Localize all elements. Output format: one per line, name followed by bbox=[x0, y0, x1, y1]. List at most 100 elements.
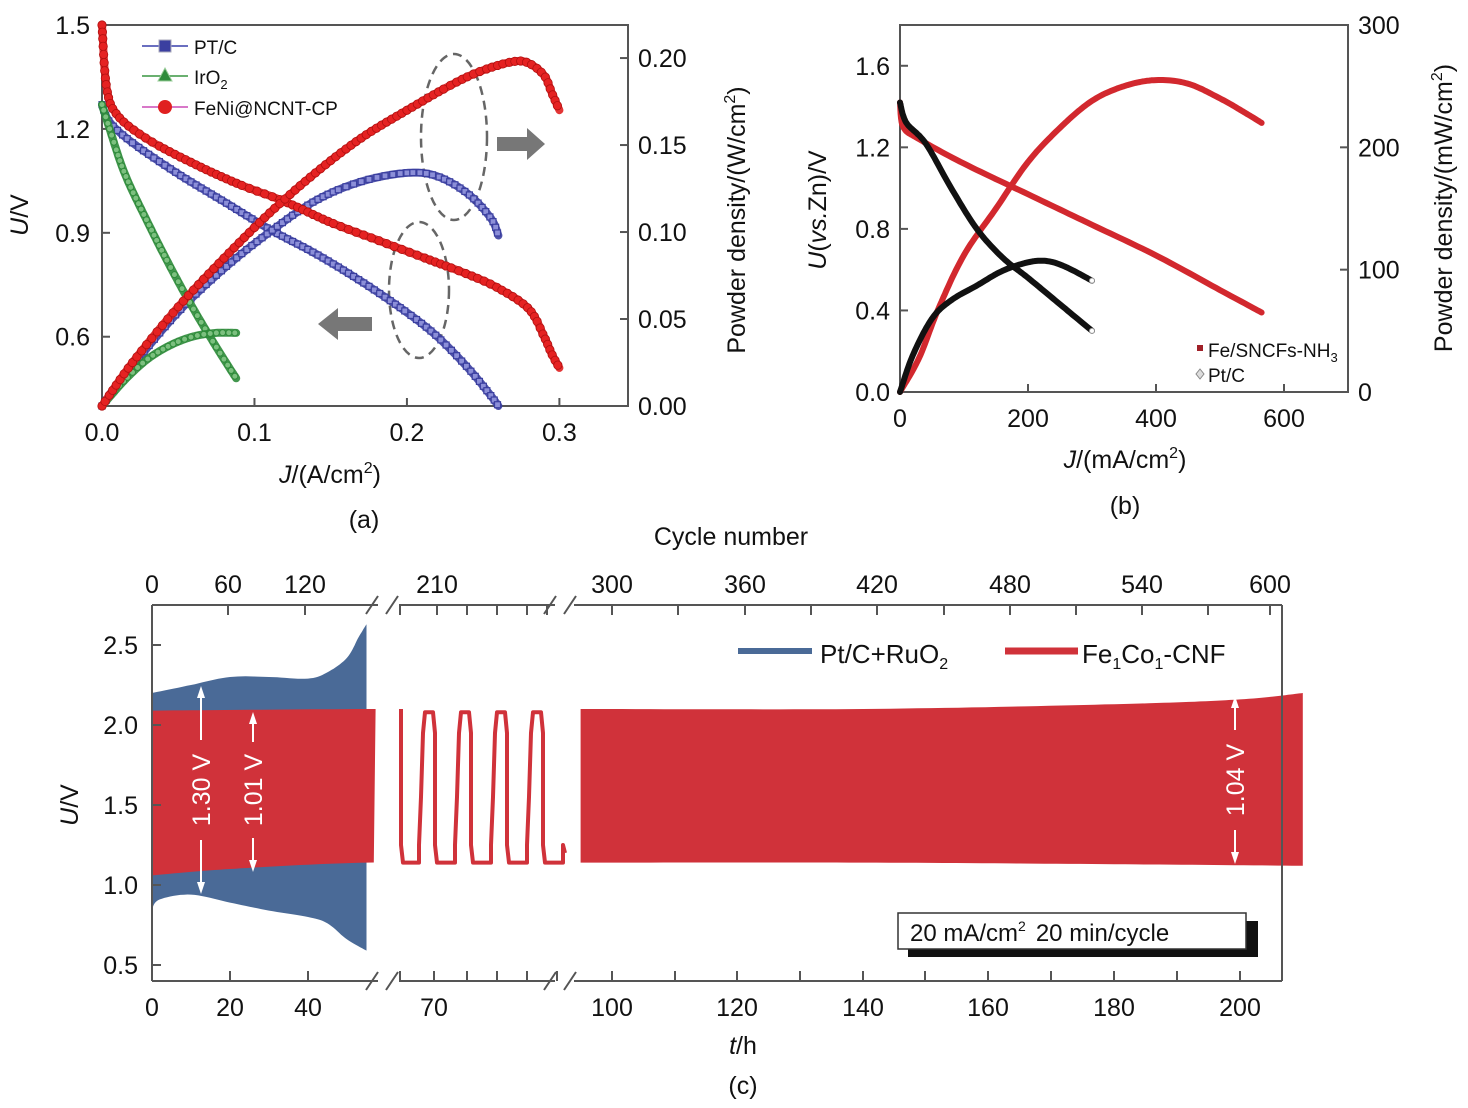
data-point bbox=[422, 323, 430, 331]
series-pt-c-polarization bbox=[98, 100, 503, 410]
data-point bbox=[216, 349, 224, 357]
data-point bbox=[217, 267, 226, 275]
data-point bbox=[147, 333, 157, 343]
panel-c-axes bbox=[151, 595, 1283, 991]
data-point bbox=[212, 343, 220, 351]
legend-item-ptc-ruo2: Pt/C+RuO2 bbox=[738, 639, 948, 673]
data-point bbox=[366, 233, 376, 243]
data-point bbox=[357, 177, 365, 186]
data-point bbox=[110, 138, 118, 146]
data-point bbox=[407, 311, 415, 320]
y2-tick-label: 0.00 bbox=[638, 393, 687, 421]
data-point bbox=[99, 49, 109, 60]
legend-label-ptc: PT/C bbox=[194, 38, 237, 59]
legend-label-feco-cnf: Fe1Co1-CNF bbox=[1082, 639, 1226, 673]
panel-b-ticks: 0 200 400 600 1.6 1.2 0.8 0.4 0.0 300 200 100 0 bbox=[855, 12, 1399, 433]
y2-tick-label: 0.15 bbox=[638, 132, 687, 160]
data-point bbox=[212, 329, 220, 337]
data-point bbox=[152, 327, 162, 337]
data-point bbox=[458, 357, 466, 365]
panel-a-chart: 0.0 0.1 0.2 0.3 1.5 1.2 0.9 0.6 0.20 0.15 0.10 0.05… bbox=[6, 12, 751, 534]
data-point bbox=[442, 341, 450, 349]
data-point bbox=[127, 183, 135, 191]
x-tick-label: 0 bbox=[893, 405, 907, 433]
panel-c-xlabel: t/h bbox=[729, 1032, 757, 1060]
data-point bbox=[163, 314, 173, 324]
data-point bbox=[147, 137, 157, 147]
axis-break-mark bbox=[385, 595, 399, 615]
data-point bbox=[238, 250, 246, 258]
data-point bbox=[106, 125, 114, 133]
data-point bbox=[108, 131, 116, 139]
x-tick-label: 200 bbox=[1219, 994, 1261, 1022]
data-point bbox=[222, 262, 231, 270]
x2-tick-label: 360 bbox=[724, 571, 766, 599]
data-point bbox=[349, 180, 358, 188]
data-point bbox=[258, 234, 266, 242]
y-tick-label: 0.9 bbox=[55, 220, 90, 248]
annotation-101v: 1.01 V bbox=[240, 754, 268, 827]
panel-a-y2label: Powder density/(W/cm2) bbox=[722, 86, 751, 353]
data-point bbox=[181, 335, 189, 343]
data-point bbox=[227, 366, 235, 374]
series-fe-sncfs-nh3-polarization bbox=[897, 99, 1265, 316]
data-point bbox=[328, 218, 338, 229]
data-point bbox=[145, 150, 153, 158]
data-point bbox=[401, 307, 409, 315]
legend-label-ptc-ruo2: Pt/C+RuO2 bbox=[820, 639, 948, 673]
x2-tick-label: 60 bbox=[214, 571, 242, 599]
data-point bbox=[267, 192, 277, 202]
data-point bbox=[137, 346, 147, 356]
feco-cnf-cycle-detail bbox=[399, 709, 567, 865]
series-end-marker bbox=[1089, 327, 1095, 334]
legend-label-feni: FeNi@NCNT-CP bbox=[194, 99, 338, 120]
data-point bbox=[381, 238, 392, 249]
data-point bbox=[189, 305, 197, 313]
data-point bbox=[132, 352, 142, 362]
data-point bbox=[231, 329, 239, 337]
data-point bbox=[170, 271, 178, 279]
data-point bbox=[243, 245, 251, 254]
data-point bbox=[376, 289, 384, 298]
x-tick-label: 160 bbox=[967, 994, 1009, 1022]
voltage-gap-arrow-130: 1.30 V bbox=[188, 686, 216, 894]
x-tick-label: 0.2 bbox=[390, 419, 425, 447]
condition-note-box: 20 mA/cm2 20 min/cycle bbox=[897, 912, 1258, 957]
data-point bbox=[231, 372, 239, 380]
data-point bbox=[167, 263, 175, 271]
axis-break-mark bbox=[563, 971, 577, 991]
data-point bbox=[98, 34, 108, 44]
y-tick-label: 2.0 bbox=[103, 712, 138, 740]
legend-item-fe-sncfs: Fe/SNCFs-NH3 bbox=[1197, 341, 1338, 365]
voltage-gap-arrow-101: 1.01 V bbox=[240, 712, 268, 872]
data-point bbox=[197, 318, 205, 326]
data-point bbox=[155, 157, 163, 166]
data-point bbox=[552, 101, 563, 111]
data-point bbox=[553, 360, 563, 370]
data-point bbox=[134, 200, 142, 208]
dashed-ellipse-polarization bbox=[387, 220, 451, 360]
panel-a-ticks: 0.0 0.1 0.2 0.3 1.5 1.2 0.9 0.6 0.20 0.15 0.10 0.05… bbox=[55, 12, 686, 447]
data-point bbox=[453, 352, 461, 360]
data-point bbox=[174, 278, 182, 286]
x-tick-label: 0 bbox=[145, 994, 159, 1022]
panel-a-legend: PT/C IrO2 FeNi@NCNT-CP bbox=[142, 38, 338, 120]
y-tick-label: 1.2 bbox=[855, 134, 890, 162]
data-point bbox=[493, 229, 502, 237]
data-point bbox=[102, 113, 110, 121]
x-tick-label: 120 bbox=[716, 994, 758, 1022]
data-point bbox=[438, 84, 449, 94]
panel-a-ylabel: U/V bbox=[6, 194, 34, 236]
x2-tick-label: 210 bbox=[416, 571, 458, 599]
data-point bbox=[128, 139, 137, 147]
panel-c-chart: Cycle number 2.52.01.51.00.50 20 40 70 100 12… bbox=[56, 523, 1303, 1100]
axis-break-mark bbox=[543, 971, 557, 991]
y2-tick-label: 0.05 bbox=[638, 306, 687, 334]
data-point bbox=[154, 348, 162, 356]
annotation-104v: 1.04 V bbox=[1222, 744, 1250, 817]
data-point bbox=[273, 222, 281, 230]
x-tick-label: 100 bbox=[591, 994, 633, 1022]
data-point bbox=[470, 195, 478, 203]
arrow-right-icon bbox=[497, 128, 545, 160]
data-point bbox=[149, 351, 157, 359]
